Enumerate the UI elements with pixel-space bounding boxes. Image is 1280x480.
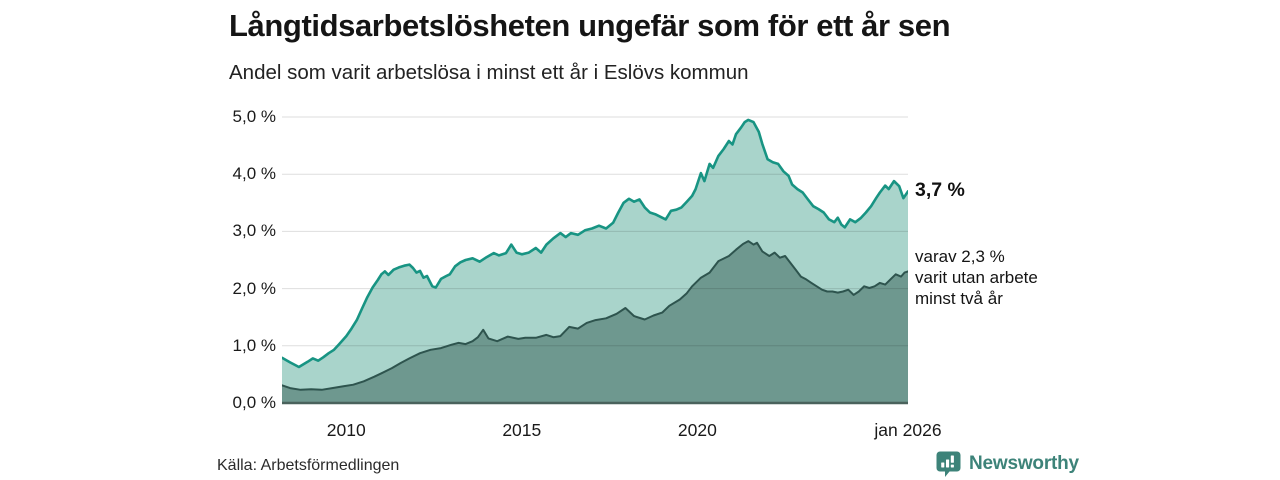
y-tick-label: 0,0 % <box>232 393 276 412</box>
brand-name: Newsworthy <box>969 453 1079 474</box>
y-tick-label: 4,0 % <box>232 164 276 184</box>
page-subtitle: Andel som varit arbetslösa i minst ett å… <box>229 61 749 84</box>
secondary-series-label: varav 2,3 % varit utan arbete minst två … <box>915 247 1038 308</box>
y-tick-label: 1,0 % <box>232 335 276 355</box>
source-note: Källa: Arbetsförmedlingen <box>217 457 400 474</box>
y-tick-label: 3,0 % <box>232 221 276 241</box>
x-tick-label: 2020 <box>677 420 717 440</box>
brand-logo[interactable]: Newsworthy <box>935 449 1079 479</box>
y-tick-label: 2,0 % <box>232 278 276 298</box>
y-tick-label: 5,0 % <box>232 107 276 126</box>
page-title: Långtidsarbetslösheten ungefär som för e… <box>229 8 951 43</box>
area-chart <box>282 116 908 405</box>
latest-value-label: 3,7 % <box>915 179 965 201</box>
bar-chart-bubble-icon <box>936 451 961 477</box>
x-tick-label: jan 2026 <box>874 420 942 440</box>
x-tick-label: 2010 <box>326 420 366 440</box>
x-tick-label: 2015 <box>502 420 542 440</box>
